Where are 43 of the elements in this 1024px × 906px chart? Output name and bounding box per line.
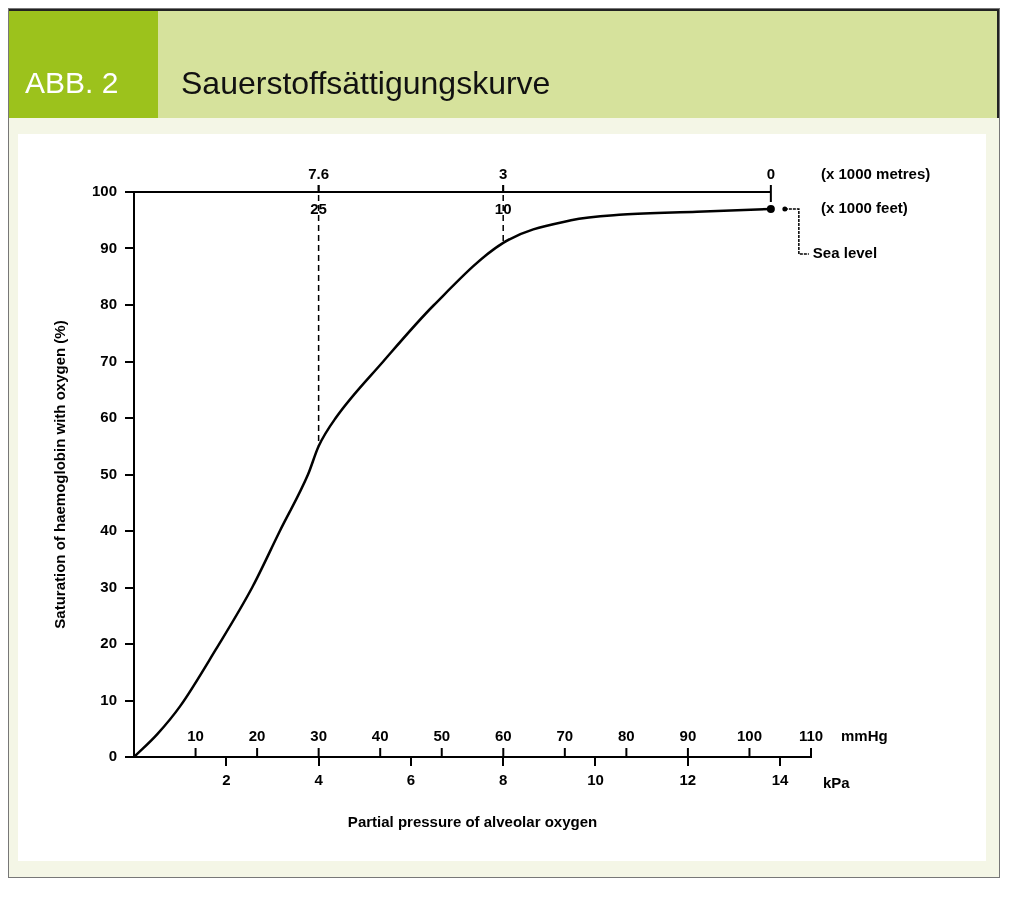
y-axis-title: Saturation of haemoglobin with oxygen (%) [51, 320, 69, 629]
y-tick-label: 50 [100, 464, 118, 482]
annotation: 0 [766, 164, 776, 182]
annotation: 3 [499, 164, 508, 182]
annotation: 25 [310, 199, 327, 217]
y-tick-label: 20 [100, 634, 118, 652]
x-tick-label: 4 [314, 771, 324, 789]
y-tick-label: 0 [108, 747, 118, 765]
x2-tick-label: 40 [371, 726, 389, 744]
x-tick-label: 2 [222, 771, 231, 789]
x2-tick-label: 80 [618, 726, 635, 744]
text: (x 1000 feet) [821, 199, 908, 217]
x-tick-label: 10 [587, 771, 604, 789]
chart-title: Sauerstoffsättigungskurve [181, 65, 551, 102]
x-tick-label: 14 [771, 771, 790, 789]
x-axis-title: Partial pressure of alveolar oxygen [347, 813, 598, 831]
y-tick-label: 70 [100, 351, 118, 369]
y-tick-label: 80 [100, 295, 118, 313]
x2-tick-label: 90 [679, 726, 697, 744]
x-tick-label: 8 [499, 771, 508, 789]
text: kPa [823, 774, 851, 792]
x-tick-label: 6 [406, 771, 416, 789]
chart-subtitle: ABB. 2 [9, 11, 158, 118]
x2-tick-label: 50 [433, 726, 451, 744]
annotation: 10 [494, 199, 512, 217]
text: Sea level [812, 244, 878, 262]
y-tick-label: 30 [100, 577, 118, 595]
x-tick-label: 12 [679, 771, 697, 789]
x2-tick-label: 30 [310, 726, 327, 744]
y-tick-label: 90 [100, 238, 118, 256]
y-tick-label: 10 [100, 690, 118, 708]
annotation: 7.6 [308, 164, 330, 182]
x2-tick-label: 70 [556, 726, 574, 744]
y-tick-label: 60 [100, 408, 118, 426]
x2-axis-title: mmHg [841, 726, 888, 744]
x2-tick-label: 20 [248, 726, 266, 744]
x2-tick-label: 60 [494, 726, 512, 744]
y-tick-label: 40 [100, 521, 118, 539]
x2-tick-label: 100 [736, 726, 762, 744]
text: (x 1000 metres) [821, 164, 931, 182]
x2-tick-label: 10 [187, 726, 204, 744]
y-tick-label: 100 [92, 182, 118, 200]
x2-tick-label: 110 [798, 726, 824, 744]
